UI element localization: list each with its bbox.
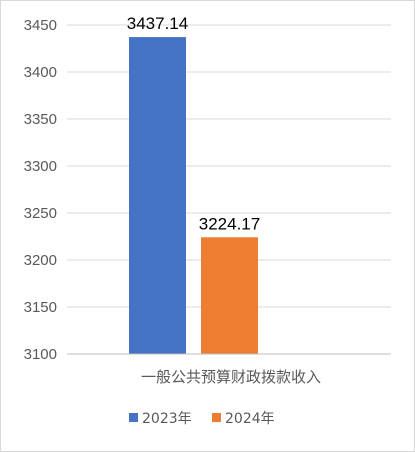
y-axis-tick-labels: 3100 3150 3200 3250 3300 3350 3400 3450	[24, 17, 57, 363]
y-tick-label: 3450	[24, 17, 57, 34]
data-labels: 3437.14 3224.17	[127, 14, 260, 233]
y-tick-label: 3100	[24, 346, 57, 363]
x-axis-category-labels: 一般公共预算财政拨款收入	[141, 368, 321, 386]
legend-label: 2024年	[225, 411, 275, 427]
bars	[129, 37, 258, 354]
data-label: 3224.17	[199, 214, 260, 233]
legend: 2023年 2024年	[129, 411, 275, 427]
data-label: 3437.14	[127, 14, 188, 33]
y-tick-label: 3250	[24, 205, 57, 222]
legend-swatch	[129, 413, 138, 422]
y-tick-label: 3400	[24, 64, 57, 81]
legend-label: 2023年	[142, 411, 192, 427]
y-tick-label: 3200	[24, 252, 57, 269]
gridlines	[67, 24, 391, 308]
y-tick-label: 3300	[24, 158, 57, 175]
bar-2024年	[201, 237, 258, 354]
bar-2023年	[129, 37, 186, 354]
x-category-label: 一般公共预算财政拨款收入	[141, 368, 321, 386]
legend-swatch	[212, 413, 221, 422]
y-tick-label: 3150	[24, 299, 57, 316]
y-tick-label: 3350	[24, 111, 57, 128]
